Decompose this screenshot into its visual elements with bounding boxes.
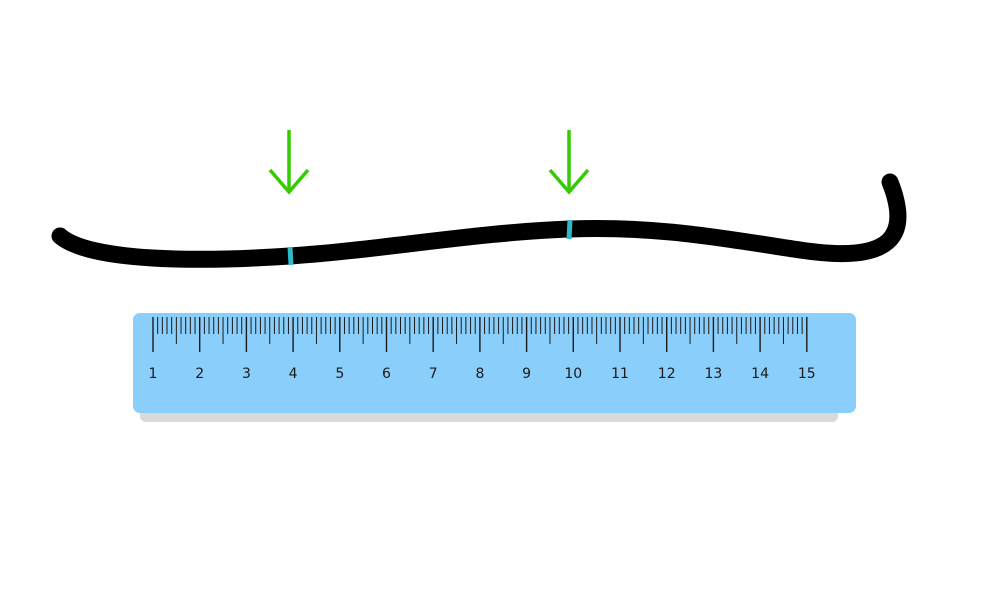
ruler-label: 9 xyxy=(522,366,531,382)
ruler-label: 7 xyxy=(429,366,438,382)
ruler-label: 1 xyxy=(149,366,158,382)
ruler-label: 6 xyxy=(382,366,391,382)
ruler-label: 15 xyxy=(798,366,816,382)
ruler-label: 2 xyxy=(195,366,204,382)
string-mark-end xyxy=(566,219,573,240)
string-curve xyxy=(51,173,907,268)
ruler-label: 4 xyxy=(289,366,298,382)
ruler-labels: 1 2 3 4 5 6 7 8 9 10 11 12 13 14 15 xyxy=(149,366,816,382)
ruler-label: 3 xyxy=(242,366,251,382)
ruler-label: 14 xyxy=(751,366,769,382)
arrow-left xyxy=(268,130,310,195)
ruler-ticks xyxy=(152,317,808,352)
ruler-label: 10 xyxy=(564,366,582,382)
ruler xyxy=(133,313,856,413)
string-mark-start xyxy=(287,246,294,266)
ruler-label: 5 xyxy=(335,366,344,382)
arrow-right xyxy=(548,130,590,195)
ruler-label: 13 xyxy=(704,366,722,382)
ruler-label: 11 xyxy=(611,366,629,382)
ruler-label: 12 xyxy=(658,366,676,382)
ruler-label: 8 xyxy=(475,366,484,382)
